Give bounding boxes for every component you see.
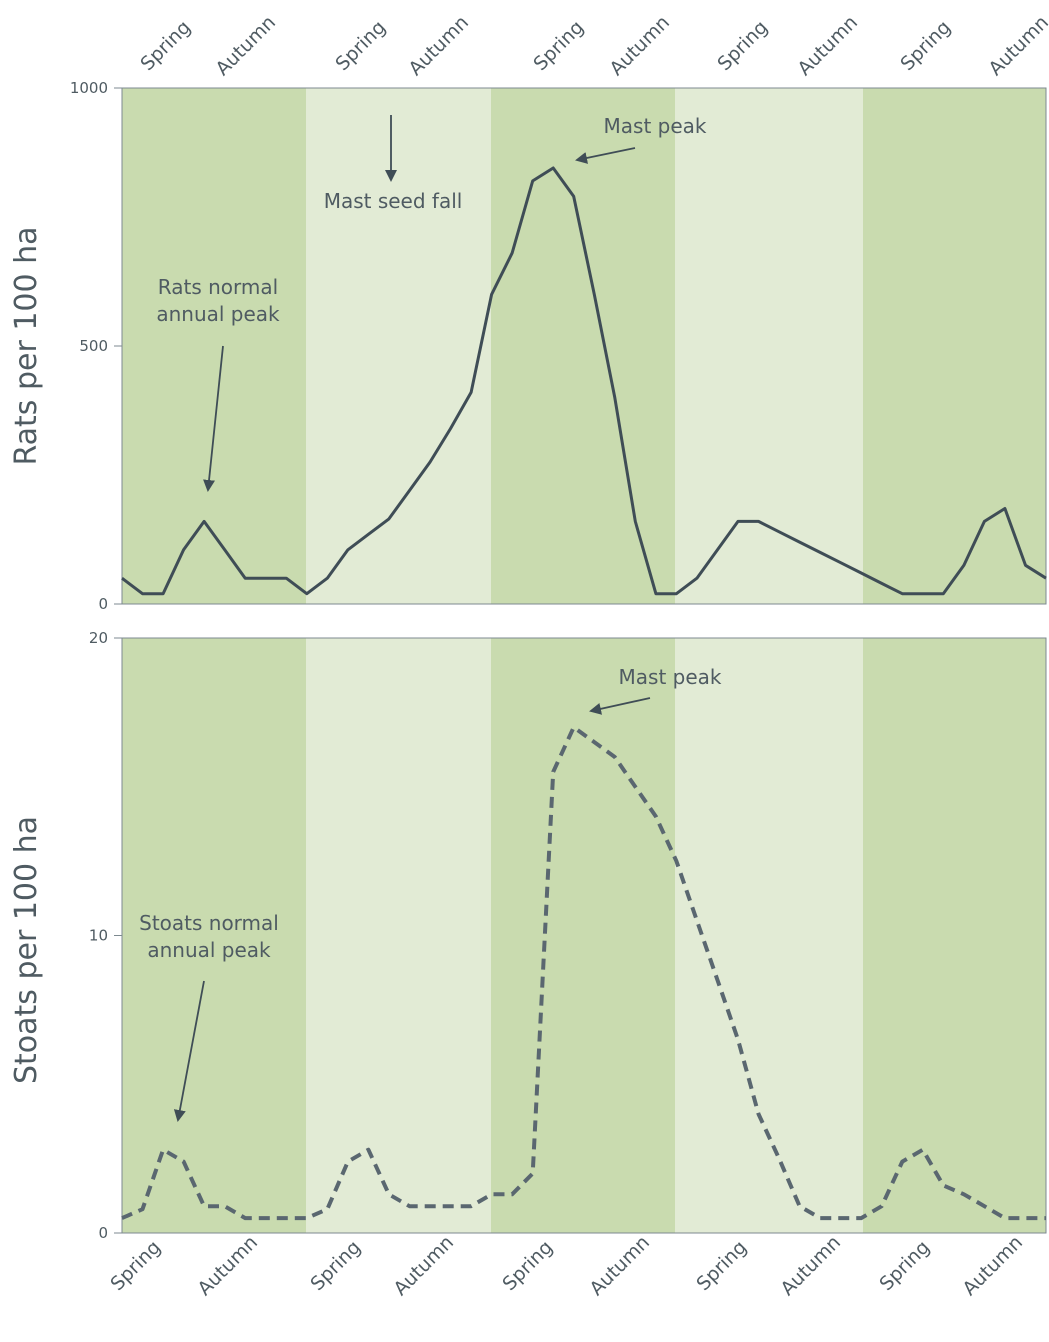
stoats-season-label: Spring (875, 1236, 934, 1295)
rats-season-label: Spring (529, 16, 588, 75)
rats-year-band (491, 88, 675, 604)
rats-year-band (675, 88, 863, 604)
rats-normal-peak-label-line1: Rats normal (158, 275, 278, 299)
rats-y-tick-label: 1000 (70, 79, 108, 97)
rats-normal-peak-label-line2: annual peak (156, 302, 280, 326)
rats-y-tick-label: 500 (79, 337, 108, 355)
rats-normal-peak-annotation: Rats normal annual peak (156, 275, 280, 492)
rats-season-label: Autumn (984, 11, 1049, 80)
stoats-normal-peak-label-line2: annual peak (147, 938, 271, 962)
rats-season-label: Spring (896, 16, 955, 75)
stoats-season-label: Autumn (776, 1231, 845, 1300)
stoats-season-label: Spring (106, 1236, 165, 1295)
stoats-season-label: Spring (306, 1236, 365, 1295)
stoats-panel: 0 10 20 Spring Autumn Spring Autumn Spring Autu… (9, 629, 1047, 1300)
rats-mast-peak-annotation: Mast peak (575, 114, 707, 164)
stoats-season-axis-bottom: Spring Autumn Spring Autumn Spring Autumn Spri… (106, 1231, 1027, 1300)
rats-series-line (121, 166, 1047, 596)
mast-seed-fall-annotation: Mast seed fall (324, 115, 463, 213)
stoats-season-label: Autumn (389, 1231, 458, 1300)
stoats-year-band (491, 638, 675, 1233)
rats-mast-peak-label: Mast peak (604, 114, 707, 138)
stoats-y-tick-label: 0 (98, 1224, 108, 1242)
rats-y-tick-label: 0 (98, 595, 108, 613)
stoats-mast-peak-label: Mast peak (619, 665, 722, 689)
stoats-year-band (122, 638, 306, 1233)
stoats-season-label: Spring (692, 1236, 751, 1295)
stoats-y-axis-label: Stoats per 100 ha (9, 816, 44, 1084)
stoats-normal-peak-label-line1: Stoats normal (139, 911, 279, 935)
stoats-y-tick-label: 20 (89, 629, 108, 647)
rats-season-label: Autumn (793, 11, 862, 80)
stoats-season-label: Spring (498, 1236, 557, 1295)
stoats-year-band (675, 638, 863, 1233)
stoats-year-band (863, 638, 1046, 1233)
rats-season-label: Spring (331, 16, 390, 75)
rats-season-label: Autumn (211, 11, 280, 80)
rats-year-band (306, 88, 491, 604)
mast-seed-fall-label: Mast seed fall (324, 189, 463, 213)
stoats-season-label: Autumn (585, 1231, 654, 1300)
stoats-y-axis: 0 10 20 (89, 629, 122, 1242)
stoats-season-label: Autumn (958, 1231, 1027, 1300)
stoats-normal-peak-annotation: Stoats normal annual peak (139, 911, 279, 1122)
rats-year-band (122, 88, 306, 604)
rats-normal-peak-arrow (203, 345, 224, 492)
stoats-y-tick-label: 10 (89, 927, 108, 945)
stoats-mast-peak-annotation: Mast peak (589, 665, 722, 715)
stoats-series-line (121, 725, 1046, 1221)
rats-season-axis-top: Spring Autumn Spring Autumn Spring Autumn Spri… (136, 11, 1049, 80)
rats-season-label: Spring (136, 16, 195, 75)
rats-season-label: Autumn (404, 11, 473, 80)
rats-mast-peak-arrow (575, 147, 636, 164)
stoats-normal-peak-arrow (173, 980, 205, 1122)
rats-year-band (863, 88, 1046, 604)
rats-y-axis: 0 500 1000 (70, 79, 122, 613)
stoats-mast-peak-arrow (589, 697, 651, 715)
rats-season-label: Spring (713, 16, 772, 75)
rats-season-label: Autumn (605, 11, 674, 80)
stoats-season-label: Autumn (193, 1231, 262, 1300)
stoats-year-band (306, 638, 491, 1233)
rats-season-bands (122, 88, 1046, 604)
rats-y-axis-label: Rats per 100 ha (9, 226, 44, 465)
stoats-season-bands (122, 638, 1046, 1233)
